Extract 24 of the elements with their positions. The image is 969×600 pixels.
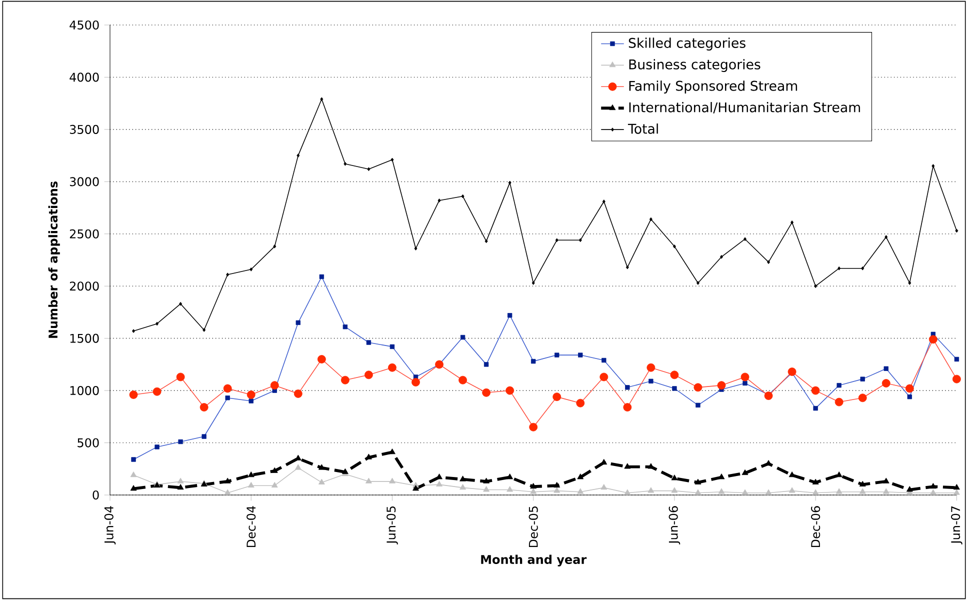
x-tick-label: Dec-06 [811, 506, 820, 548]
y-axis-title: Number of applications [48, 182, 60, 338]
y-tick-label: 2000 [70, 282, 99, 291]
legend-label: Total [628, 123, 658, 134]
y-tick-label: 3000 [70, 177, 99, 186]
y-tick-label: 1500 [70, 334, 99, 343]
y-tick-label: 500 [78, 438, 99, 448]
x-tick-label: Jun-06 [668, 506, 680, 544]
x-tick-label: Dec-04 [246, 506, 256, 548]
legend-label: Skilled categories [628, 38, 746, 51]
legend-label: Family Sponsored Stream [629, 80, 798, 94]
y-tick-label: 2500 [70, 229, 99, 238]
legend-label: International/Humanitarian Stream [629, 102, 860, 114]
y-tick-label: 3500 [70, 124, 99, 134]
y-tick-label: 1000 [70, 386, 99, 396]
x-tick-label: Jun-07 [951, 506, 962, 544]
x-axis-title: Month and year [481, 554, 587, 566]
legend-label: Business categories [629, 59, 760, 72]
x-tick-label: Jun-04 [104, 506, 116, 544]
y-tick-label: 4500 [70, 20, 99, 30]
x-tick-label: Jun-05 [386, 506, 398, 544]
y-tick-label: 0 [92, 490, 99, 500]
y-tick-label: 4000 [70, 72, 99, 82]
x-tick-label: Dec-05 [528, 506, 538, 548]
